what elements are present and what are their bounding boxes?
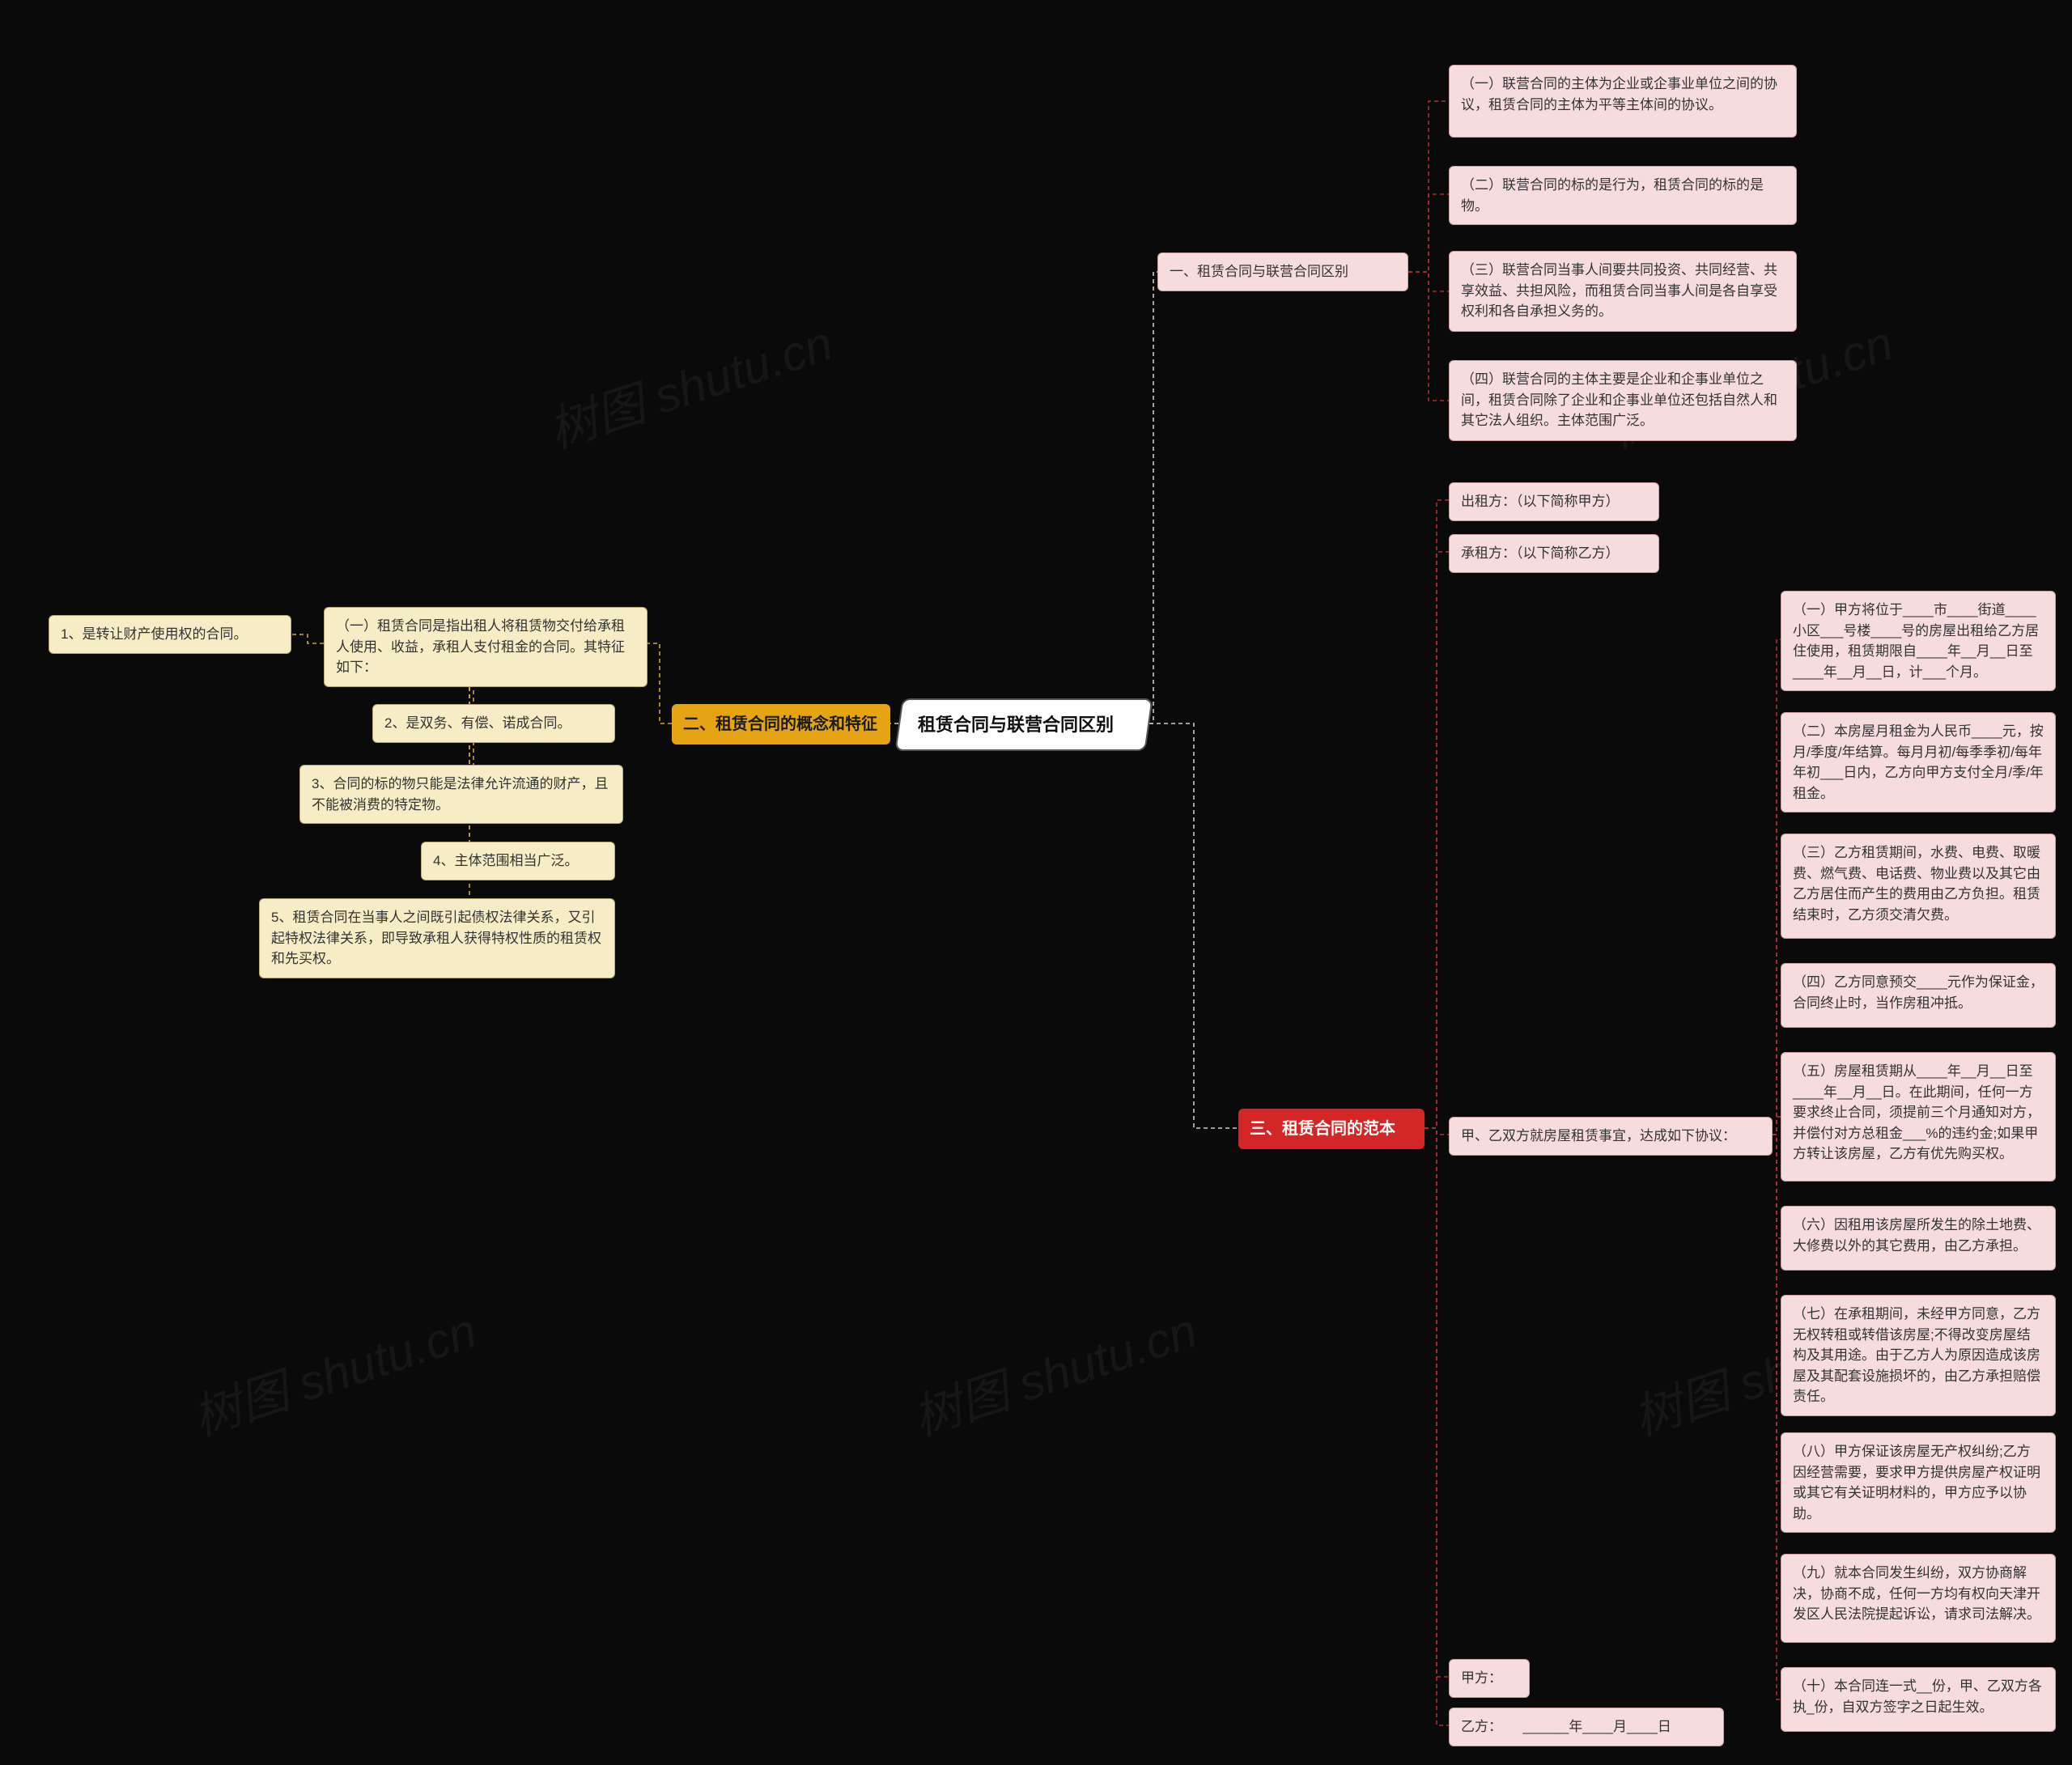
clause-6: （六）因租用该房屋所发生的除土地费、大修费以外的其它费用，由乙方承担。 <box>1781 1206 2056 1271</box>
mindmap-canvas: 树图 shutu.cn树图 shutu.cn树图 shutu.cn树图 shut… <box>0 0 2072 1765</box>
clause-9: （九）就本合同发生纠纷，双方协商解决，协商不成，任何一方均有权向天津开发区人民法… <box>1781 1554 2056 1643</box>
clause-3: （三）乙方租赁期间，水费、电费、取暖费、燃气费、电话费、物业费以及其它由乙方居住… <box>1781 834 2056 939</box>
branch-1-leaf-3: （三）联营合同当事人间要共同投资、共同经营、共享效益、共担风险，而租赁合同当事人… <box>1449 251 1797 332</box>
branch-2-main: （一）租赁合同是指出租人将租赁物交付给承租人使用、收益，承租人支付租金的合同。其… <box>324 607 648 687</box>
branch-1-leaf-1: （一）联营合同的主体为企业或企事业单位之间的协议，租赁合同的主体为平等主体间的协… <box>1449 65 1797 138</box>
branch-3-direct-1: 出租方：（以下简称甲方） <box>1449 482 1659 521</box>
branch-2-leaf-1: 1、是转让财产使用权的合同。 <box>49 615 291 654</box>
root-node: 租赁合同与联营合同区别 <box>894 698 1153 751</box>
clause-7: （七）在承租期间，未经甲方同意，乙方无权转租或转借该房屋;不得改变房屋结构及其用… <box>1781 1295 2056 1416</box>
watermark: 树图 shutu.cn <box>902 1292 1204 1449</box>
watermark: 树图 shutu.cn <box>538 304 840 462</box>
branch-3-agreement: 甲、乙双方就房屋租赁事宜，达成如下协议： <box>1449 1117 1773 1156</box>
branch-2-leaf-5: 5、租赁合同在当事人之间既引起债权法律关系，又引起特权法律关系，即导致承租人获得… <box>259 898 615 978</box>
branch-2-leaf-3: 3、合同的标的物只能是法律允许流通的财产，且不能被消费的特定物。 <box>299 765 623 824</box>
branch-3-title: 三、租赁合同的范本 <box>1238 1109 1424 1149</box>
clause-1: （一）甲方将位于____市____街道____小区___号楼____号的房屋出租… <box>1781 591 2056 691</box>
branch-3-direct-4: 乙方： ______年____月____日 <box>1449 1708 1724 1746</box>
branch-2-leaf-4: 4、主体范围相当广泛。 <box>421 842 615 880</box>
branch-2-leaf-2: 2、是双务、有偿、诺成合同。 <box>372 704 615 743</box>
clause-10: （十）本合同连一式__份，甲、乙双方各执_份，自双方签字之日起生效。 <box>1781 1667 2056 1732</box>
branch-3-direct-2: 承租方：（以下简称乙方） <box>1449 534 1659 573</box>
clause-2: （二）本房屋月租金为人民币____元，按月/季度/年结算。每月月初/每季季初/每… <box>1781 712 2056 812</box>
branch-3-direct-3: 甲方： <box>1449 1659 1530 1698</box>
watermark: 树图 shutu.cn <box>182 1292 484 1449</box>
branch-1-title: 一、租赁合同与联营合同区别 <box>1157 252 1408 291</box>
branch-1-leaf-2: （二）联营合同的标的是行为，租赁合同的标的是物。 <box>1449 166 1797 225</box>
branch-1-leaf-4: （四）联营合同的主体主要是企业和企事业单位之间，租赁合同除了企业和企事业单位还包… <box>1449 360 1797 441</box>
clause-4: （四）乙方同意预交____元作为保证金，合同终止时，当作房租冲抵。 <box>1781 963 2056 1028</box>
clause-5: （五）房屋租赁期从____年__月__日至____年__月__日。在此期间，任何… <box>1781 1052 2056 1182</box>
clause-8: （八）甲方保证该房屋无产权纠纷;乙方因经营需要，要求甲方提供房屋产权证明或其它有… <box>1781 1432 2056 1533</box>
branch-2-title: 二、租赁合同的概念和特征 <box>672 704 890 745</box>
